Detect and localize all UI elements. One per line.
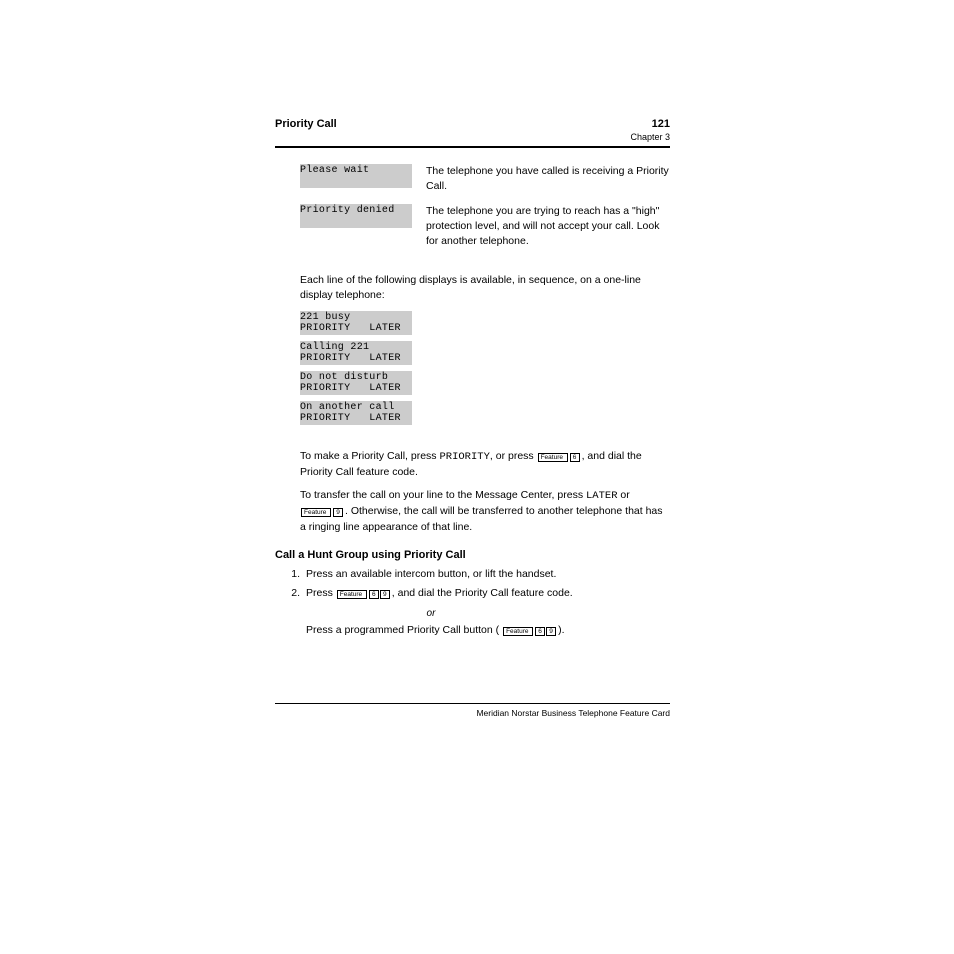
- step-number: 1.: [275, 567, 306, 582]
- page-number: 121: [652, 118, 670, 130]
- chapter-label: Chapter 3: [275, 132, 670, 142]
- lcd-example-0: 221 busy PRIORITY LATER: [300, 311, 412, 335]
- step-2-text: Press 69 , and dial the Priority Call fe…: [306, 586, 670, 602]
- lcd-priority-denied: Priority denied: [300, 204, 412, 228]
- step-1-text: Press an available intercom button, or l…: [306, 567, 670, 582]
- footer-text: Meridian Norstar Business Telephone Feat…: [275, 708, 670, 718]
- lcd-example-2: Do not disturb PRIORITY LATER: [300, 371, 412, 395]
- feature-button-icon[interactable]: 6: [538, 450, 581, 465]
- example-desc-p2: To transfer the call on your line to the…: [300, 488, 670, 535]
- examples-intro: Each line of the following displays is a…: [300, 274, 641, 301]
- step-number: 2.: [275, 586, 306, 602]
- feature-button-icon[interactable]: 9: [301, 505, 344, 520]
- please-wait-desc: The telephone you have called is receivi…: [426, 165, 669, 192]
- lcd-example-3: On another call PRIORITY LATER: [300, 401, 412, 425]
- priority-denied-desc: The telephone you are trying to reach ha…: [426, 205, 659, 247]
- header-rule: [275, 146, 670, 148]
- step-2-alt-text: Press a programmed Priority Call button …: [306, 623, 670, 639]
- feature-button-icon[interactable]: 69: [337, 587, 391, 602]
- procedure-title: Call a Hunt Group using Priority Call: [275, 549, 670, 561]
- or-separator: or: [306, 606, 556, 621]
- lcd-example-1: Calling 221 PRIORITY LATER: [300, 341, 412, 365]
- lcd-please-wait: Please wait: [300, 164, 412, 188]
- example-desc-p1: To make a Priority Call, press PRIORITY,…: [300, 449, 670, 480]
- footer-rule: [275, 703, 670, 704]
- feature-button-icon[interactable]: 69: [503, 624, 557, 639]
- header-title: Priority Call: [275, 118, 337, 130]
